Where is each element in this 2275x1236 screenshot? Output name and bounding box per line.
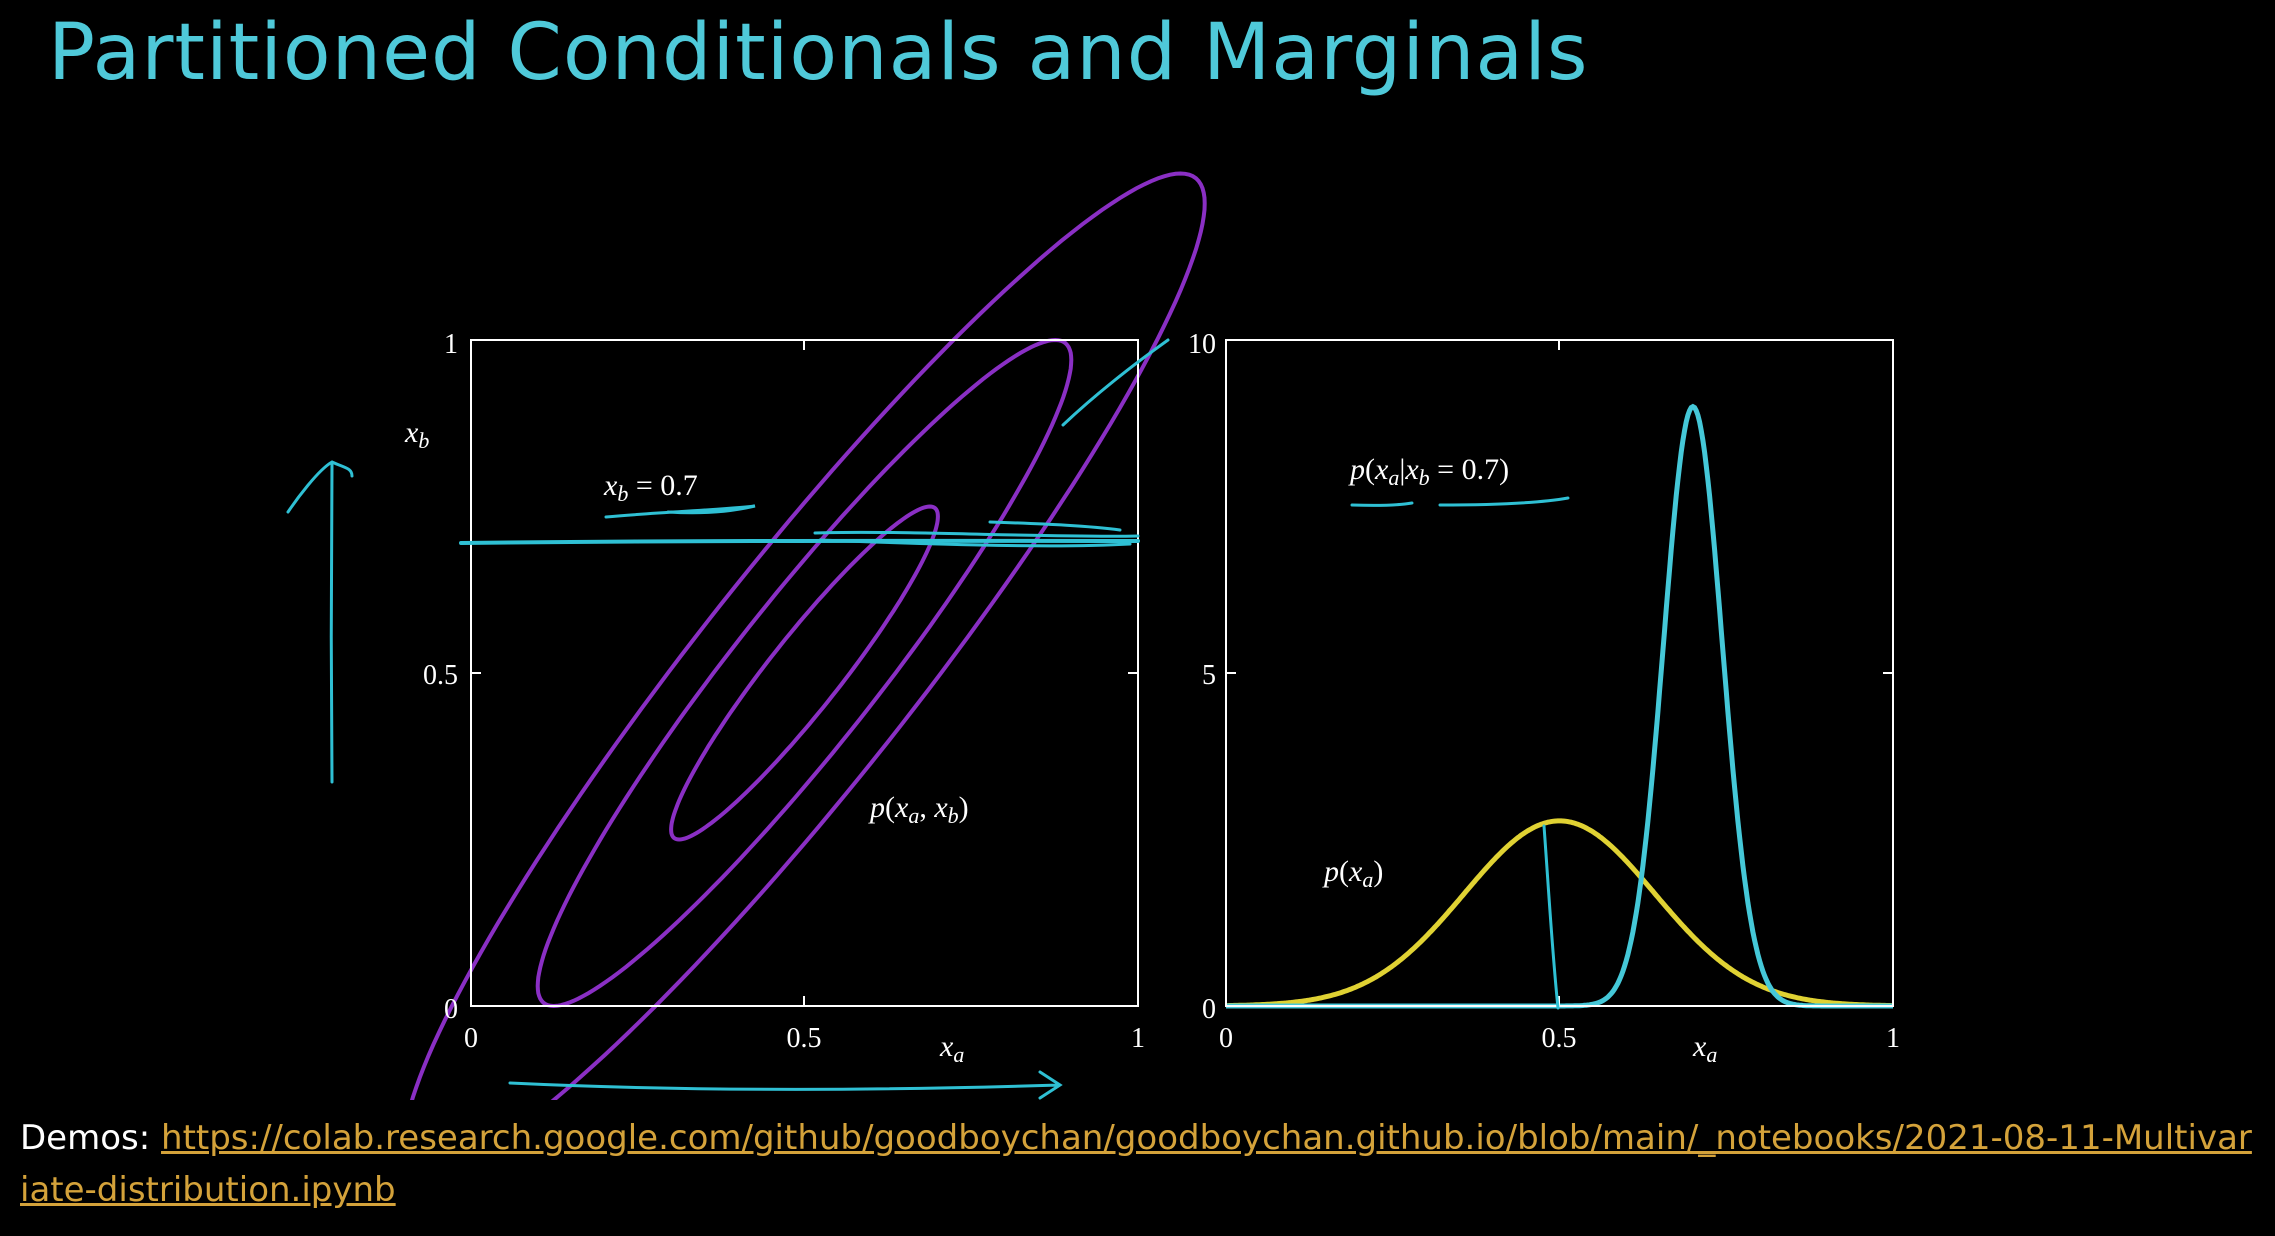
slice-label: xb = 0.7	[603, 469, 698, 506]
right-ytick-label-0: 0	[1202, 994, 1216, 1025]
ink-slice-line	[459, 538, 1140, 545]
right-xtick-label-0: 0	[1219, 1023, 1233, 1054]
figure: 1 0.5 0 0 0.5 1 xa xb xb = 0.7 p(xa, xb)…	[286, 171, 1900, 1100]
left-ytick-label-0: 0	[444, 994, 458, 1025]
left-ytick-label-1: 1	[444, 329, 458, 360]
left-xtick-label-0: 0	[464, 1023, 478, 1054]
right-xtick-label-1: 1	[1886, 1023, 1900, 1054]
ink-mean-line	[1542, 824, 1560, 1010]
demos-footer: Demos: https://colab.research.google.com…	[20, 1112, 2260, 1216]
ink-cond-underline-1	[1350, 501, 1414, 507]
demos-link[interactable]: https://colab.research.google.com/github…	[20, 1118, 2252, 1210]
marginal-conditional-plot: 10 5 0 0 0.5 1 xa p(xa|xb = 0.7) p(xa)	[1188, 329, 1900, 1067]
right-ytick-label-10: 10	[1188, 329, 1216, 360]
right-ytick-label-5: 5	[1202, 660, 1216, 691]
demos-label: Demos:	[20, 1118, 151, 1158]
ink-label-underline	[604, 504, 756, 519]
right-xtick-label-05: 0.5	[1542, 1023, 1577, 1054]
left-xlabel: xa	[939, 1030, 964, 1067]
joint-contour-plot: 1 0.5 0 0 0.5 1 xa xb xb = 0.7 p(xa, xb)	[404, 171, 1207, 1100]
left-xtick-label-1: 1	[1131, 1023, 1145, 1054]
left-ylabel: xb	[404, 416, 429, 453]
conditional-label: p(xa|xb = 0.7)	[1348, 453, 1509, 490]
marginal-curve	[1226, 818, 1893, 1009]
ink-right-arrow	[508, 1070, 1063, 1100]
right-xlabel: xa	[1692, 1030, 1717, 1067]
left-xtick-label-05: 0.5	[787, 1023, 822, 1054]
contour-level-1	[669, 504, 940, 842]
left-ytick-label-05: 0.5	[423, 660, 458, 691]
ink-annotations	[286, 338, 1570, 1100]
slide-title: Partitioned Conditionals and Marginals	[48, 8, 1589, 98]
contour-group	[409, 171, 1207, 1100]
ink-slice-scribble	[813, 520, 1140, 548]
right-plot-frame	[1225, 339, 1894, 1007]
conditional-curve	[1226, 403, 1893, 1009]
ink-corner-stroke	[1061, 338, 1170, 427]
left-plot-frame	[470, 339, 1139, 1007]
contour-level-3	[409, 171, 1207, 1100]
ink-up-arrow	[286, 460, 354, 784]
marginal-label: p(xa)	[1322, 855, 1383, 892]
ink-cond-underline-2	[1438, 496, 1570, 507]
contour-level-2	[535, 337, 1074, 1009]
joint-label: p(xa, xb)	[868, 791, 969, 828]
